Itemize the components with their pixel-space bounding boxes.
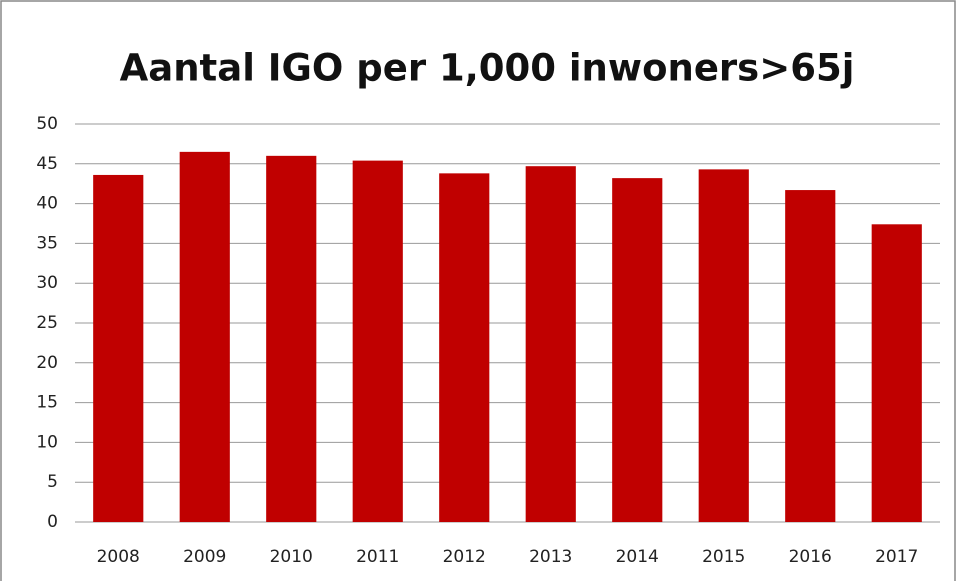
x-tick-label: 2014 bbox=[616, 547, 659, 567]
y-tick-label: 15 bbox=[36, 393, 58, 413]
x-tick-label: 2012 bbox=[443, 547, 486, 567]
x-tick-label: 2017 bbox=[875, 547, 918, 567]
y-tick-label: 0 bbox=[47, 512, 58, 532]
x-tick-label: 2008 bbox=[97, 547, 140, 567]
bar bbox=[525, 166, 576, 523]
bar bbox=[179, 151, 230, 523]
y-tick-label: 45 bbox=[36, 154, 58, 174]
bar bbox=[871, 224, 922, 522]
y-tick-label: 35 bbox=[36, 233, 58, 253]
chart-title: Aantal IGO per 1,000 inwoners>65j bbox=[120, 47, 855, 90]
bar bbox=[612, 178, 663, 523]
y-tick-label: 20 bbox=[36, 353, 58, 373]
bar bbox=[439, 173, 490, 523]
x-tick-label: 2013 bbox=[529, 547, 572, 567]
x-tick-label: 2010 bbox=[270, 547, 313, 567]
bar bbox=[93, 174, 144, 522]
x-tick-label: 2015 bbox=[702, 547, 745, 567]
x-tick-label: 2011 bbox=[356, 547, 399, 567]
y-tick-label: 5 bbox=[47, 472, 58, 492]
y-tick-label: 50 bbox=[36, 114, 58, 134]
y-tick-label: 30 bbox=[36, 273, 58, 293]
y-tick-label: 40 bbox=[36, 194, 58, 214]
y-tick-label: 10 bbox=[36, 432, 58, 452]
x-tick-label: 2009 bbox=[183, 547, 226, 567]
bar bbox=[698, 169, 749, 522]
bar bbox=[785, 190, 836, 522]
bar bbox=[352, 160, 403, 522]
x-tick-label: 2016 bbox=[789, 547, 832, 567]
bar bbox=[266, 155, 317, 522]
y-tick-label: 25 bbox=[36, 313, 58, 333]
